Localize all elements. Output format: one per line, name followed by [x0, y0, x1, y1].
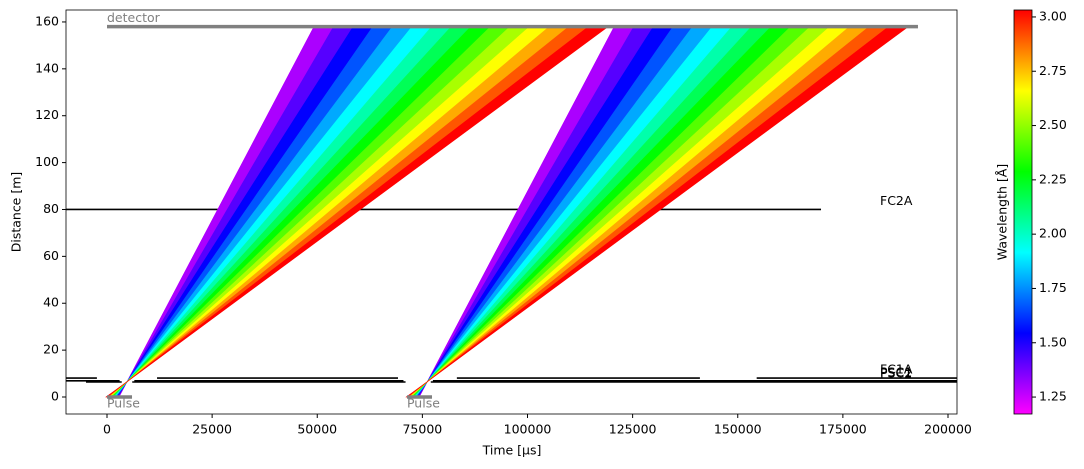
y-axis-label: Distance [m] — [9, 172, 24, 253]
colorbar-tick-label: 2.75 — [1039, 63, 1067, 78]
pulse-label: Pulse — [407, 396, 440, 411]
plot-frame — [65, 9, 958, 415]
y-tick-label: 160 — [35, 13, 59, 28]
chopper-label: PSC2 — [880, 366, 912, 381]
x-tick-label: 25000 — [192, 422, 232, 437]
chopper-label: FC1A — [880, 362, 913, 377]
y-tick-label: 20 — [43, 342, 59, 357]
colorbar-tick-label: 2.00 — [1039, 226, 1067, 241]
x-tick-label: 75000 — [402, 422, 442, 437]
colorbar-tick-label: 1.25 — [1039, 389, 1067, 404]
detector-label: detector — [107, 10, 161, 25]
colorbar-tick-label: 1.50 — [1039, 334, 1067, 349]
y-tick-label: 0 — [51, 389, 59, 404]
x-tick-label: 100000 — [504, 422, 552, 437]
x-tick-label: 125000 — [609, 422, 657, 437]
y-tick-label: 80 — [43, 201, 59, 216]
y-tick-label: 120 — [35, 107, 59, 122]
colorbar-tick-label: 3.00 — [1039, 8, 1067, 23]
x-tick-label: 150000 — [714, 422, 762, 437]
chopper-label: FC2A — [880, 193, 913, 208]
x-tick-label: 200000 — [924, 422, 972, 437]
x-tick-label: 50000 — [297, 422, 337, 437]
y-tick-label: 140 — [35, 60, 59, 75]
colorbar — [1013, 9, 1033, 415]
colorbar-label: Wavelength [Å] — [995, 164, 1010, 260]
plot-area — [66, 24, 957, 399]
y-tick-label: 40 — [43, 295, 59, 310]
chopper-label: PSC1 — [880, 364, 912, 379]
y-tick-label: 100 — [35, 154, 59, 169]
x-axis-label: Time [µs] — [482, 443, 542, 458]
colorbar-tick-label: 2.50 — [1039, 117, 1067, 132]
colorbar-tick-label: 1.75 — [1039, 280, 1067, 295]
x-tick-label: 175000 — [819, 422, 867, 437]
pulse-label: Pulse — [107, 396, 140, 411]
x-tick-label: 0 — [103, 422, 111, 437]
y-tick-label: 60 — [43, 248, 59, 263]
colorbar-tick-label: 2.25 — [1039, 171, 1067, 186]
